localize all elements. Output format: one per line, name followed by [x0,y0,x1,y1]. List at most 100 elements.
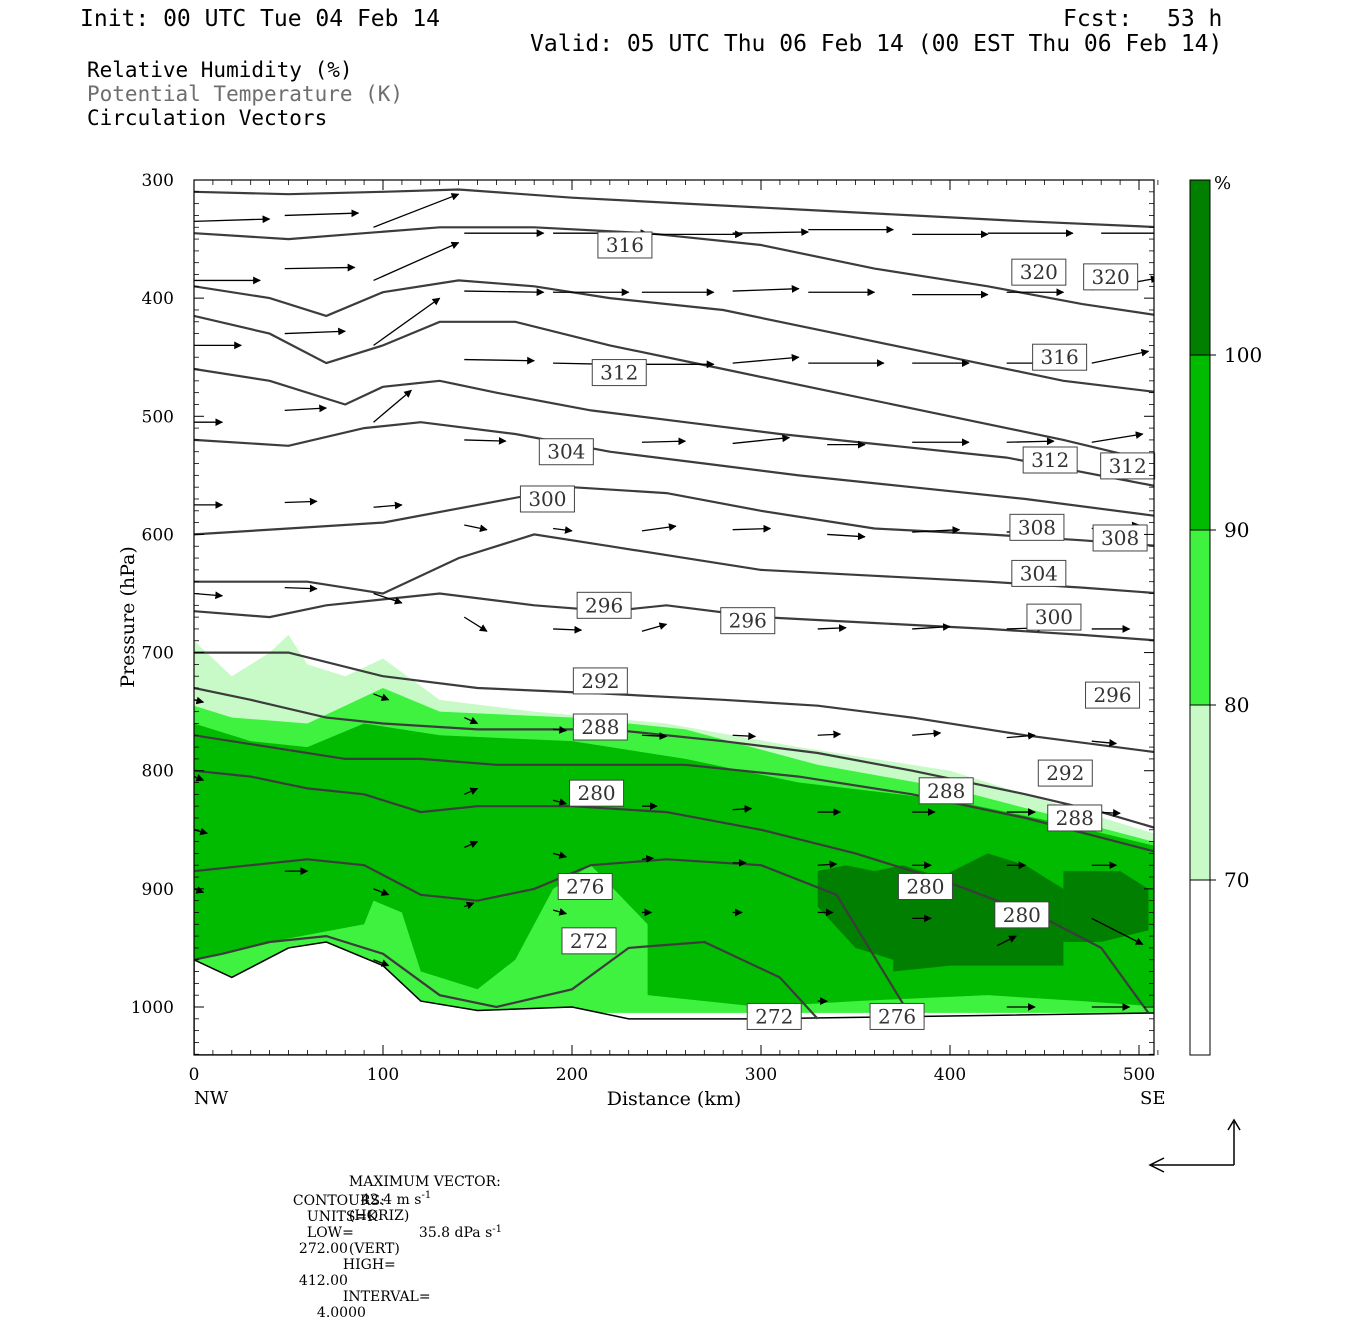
contour-label-box [572,713,628,741]
circulation-vector [553,726,568,734]
contour-label-box [1011,258,1067,286]
x-tick-label: 500 [1123,1065,1155,1085]
contour-label-box [557,872,613,900]
theta-contour-316 [194,314,1154,463]
contour-label-box [538,438,594,466]
circulation-vector [1006,731,1036,740]
colorbar-label: 100 [1224,343,1262,367]
contour-label: 300 [1035,605,1073,629]
circulation-vector [284,404,328,413]
y-tick-label: 400 [142,289,174,309]
circulation-vector [463,616,488,632]
contour-label: 320 [1092,265,1130,289]
circulation-vector [732,434,791,445]
y-tick-label: 1000 [131,998,174,1018]
cross-section-chart: 316 320 320 316 312 304 312 312 300 308 308 304 296 2… [117,171,1262,1173]
circulation-vector [284,584,318,593]
circulation-vector [912,623,951,631]
circulation-vector [553,526,573,534]
contour-label: 280 [906,874,944,898]
circulation-vector [1091,348,1150,364]
y-tick-label: 800 [142,762,174,782]
theta-contour-308 [194,421,1154,517]
contour-label-box [1032,343,1088,371]
circulation-vector [373,193,460,228]
circulation-vector [996,935,1017,947]
circulation-vector [732,524,772,533]
contour-label-box [591,359,647,387]
contour-label-box [1026,603,1082,631]
circulation-vector [373,959,390,967]
colorbar-unit: % [1214,173,1231,194]
contour-label: 296 [585,593,623,617]
circulation-vector [284,209,360,218]
circulation-vector [373,592,403,605]
y-tick-label: 300 [142,171,174,191]
theta-contour-312 [194,367,1154,487]
contour-label: 292 [1046,761,1084,785]
colorbar-segment-80-90 [1189,529,1211,706]
y-tick-label: 500 [142,407,174,427]
circulation-vector [373,693,390,701]
contour-label-box [746,1002,802,1030]
circulation-vector [194,827,208,836]
rh-region-100-3 [817,853,1064,972]
circulation-vector [464,524,488,533]
contour-label: 276 [566,874,604,898]
x-tick-label: 100 [367,1065,399,1085]
x-tick-label: 200 [556,1065,588,1085]
contour-label: 312 [600,361,638,385]
colorbar-label: 70 [1224,868,1249,892]
max-vector-label: MAXIMUM VECTOR: [348,1174,501,1190]
contour-label-box [1085,681,1141,709]
contours-units: UNITS=K [306,1209,378,1225]
contour-label: 308 [1101,526,1139,550]
circulation-vector [1006,437,1055,446]
circulation-vector [373,888,390,896]
circulation-vector [194,886,205,894]
circulation-vector [552,851,568,859]
valid-time: Valid: 05 UTC Thu 06 Feb 14 (00 EST Thu … [530,31,1223,57]
circulation-vector [641,437,687,446]
contour-label: 320 [1020,260,1058,284]
contour-label: 280 [577,781,615,805]
contour-label: 316 [606,233,644,257]
contour-label-box [576,591,632,619]
contour-label: 312 [1109,454,1147,478]
contour-label-box [569,779,625,807]
contours-interval-value: 4.0000 [316,1305,366,1321]
contour-label: 288 [927,779,965,803]
contour-label-box [994,901,1050,929]
circulation-vector [552,908,568,916]
contour-label-box [561,927,617,955]
contours-low-label: LOW= [306,1225,354,1241]
contour-label: 312 [1031,448,1069,472]
y-tick-label: 900 [142,880,174,900]
colorbar-segment-below-70 [1189,879,1211,1056]
colorbar-label: 90 [1224,518,1249,542]
circulation-vector [1091,917,1144,945]
init-time: Init: 00 UTC Tue 04 Feb 14 [80,6,441,32]
contour-label-box [918,777,974,805]
colorbar-segment-90-100 [1189,354,1211,531]
theta-contour-320 [194,279,1154,393]
contour-label-box [519,485,575,513]
contour-label: 316 [1041,345,1079,369]
circulation-vector [464,901,475,910]
contour-label: 296 [1093,683,1131,707]
circulation-vector [194,774,205,782]
theta-contour-300 [194,533,1154,595]
theta-contour-292 [194,651,1154,754]
contour-label-box [572,667,628,695]
circulation-vector [1091,738,1118,747]
circulation-vector [817,624,847,632]
circulation-vector [641,854,655,863]
x-tick-label: 400 [934,1065,966,1085]
contour-label: 304 [1020,561,1058,585]
contours-interval-label: INTERVAL= [342,1289,431,1305]
circulation-vector [373,297,441,346]
x-tick-label: 0 [189,1065,200,1085]
x-tick-label: 300 [745,1065,777,1085]
contours-label: CONTOURS: [292,1193,385,1209]
contour-label-box [1011,559,1067,587]
